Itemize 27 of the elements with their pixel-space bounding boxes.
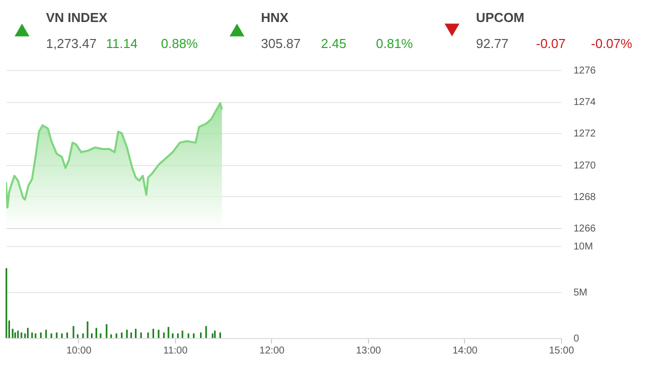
category-label: HNX	[261, 10, 289, 25]
x-tick-label: 14:00	[452, 346, 478, 356]
y-tick-label: 5M	[574, 288, 588, 298]
x-tick-label: 15:00	[548, 346, 574, 356]
text: 1,273.47	[46, 36, 97, 51]
y-tick-label: 1266	[574, 224, 596, 234]
y-tick-label: 0	[574, 334, 580, 344]
category-label: VN INDEX	[46, 10, 108, 25]
data-label: 11.14	[106, 36, 138, 51]
y-tick-label: 10M	[574, 242, 593, 252]
y-tick-label: 1272	[574, 128, 596, 140]
text: 305.87	[261, 36, 301, 51]
data-label: 2.45	[321, 36, 346, 51]
text: 0.81%	[376, 36, 414, 51]
x-tick-label: 13:00	[356, 346, 382, 356]
text: 92.77	[476, 36, 509, 51]
text: 0.88%	[161, 36, 198, 51]
y-tick-label: 1276	[574, 66, 596, 76]
text: -0.07%	[591, 36, 633, 51]
x-tick-label: 11:00	[163, 346, 188, 356]
data-label: -0.07	[536, 36, 566, 51]
y-tick-label: 1268	[574, 192, 596, 203]
x-tick-label: 10:00	[66, 346, 92, 356]
category-label: UPCOM	[476, 10, 524, 25]
x-tick-label: 12:00	[259, 346, 285, 356]
y-tick-label: 1274	[574, 97, 596, 108]
y-tick-label: 1270	[574, 160, 596, 172]
